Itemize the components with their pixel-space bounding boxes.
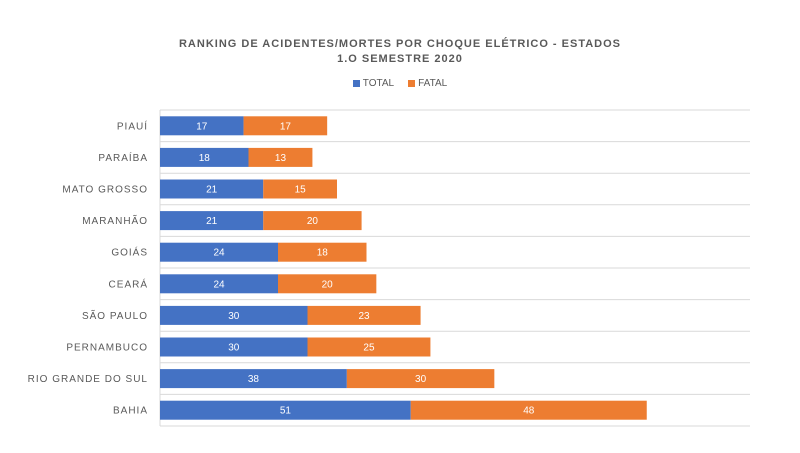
bar-fatal bbox=[307, 305, 421, 325]
data-label-fatal: 18 bbox=[317, 248, 329, 259]
category-label: SÃO PAULO bbox=[82, 309, 148, 322]
legend-swatch-total bbox=[352, 80, 360, 87]
chart-title: RANKING DE ACIDENTES/MORTES POR CHOQUE E… bbox=[178, 38, 622, 50]
bar-total bbox=[160, 400, 411, 420]
category-label: PERNAMBUCO bbox=[66, 343, 148, 354]
data-label-total: 18 bbox=[199, 153, 211, 164]
data-label-fatal: 20 bbox=[307, 216, 319, 227]
data-label-fatal: 15 bbox=[295, 185, 307, 196]
bar-fatal bbox=[263, 211, 362, 231]
category-label: CEARÁ bbox=[109, 277, 148, 290]
data-label-total: 21 bbox=[206, 185, 218, 196]
data-label-fatal: 20 bbox=[322, 279, 334, 290]
data-label-total: 51 bbox=[280, 406, 292, 417]
category-label: GOIÁS bbox=[111, 246, 148, 259]
chart-legend: TOTAL FATAL bbox=[0, 78, 800, 89]
bar-total bbox=[160, 147, 249, 167]
bar-total bbox=[160, 369, 347, 389]
bar-fatal bbox=[248, 147, 313, 167]
bar-total bbox=[160, 305, 308, 325]
bar-fatal bbox=[410, 400, 647, 420]
bar-total bbox=[160, 242, 278, 262]
bar-total bbox=[160, 179, 264, 199]
bar-fatal bbox=[307, 337, 431, 357]
data-label-total: 30 bbox=[228, 343, 240, 354]
category-label: BAHIA bbox=[113, 406, 148, 417]
data-label-fatal: 23 bbox=[358, 311, 370, 322]
data-label-total: 24 bbox=[213, 279, 225, 290]
bar-fatal bbox=[263, 179, 337, 199]
category-label: PIAUÍ bbox=[117, 119, 148, 132]
legend-item-fatal: FATAL bbox=[408, 78, 447, 89]
bar-total bbox=[160, 337, 308, 357]
bar-fatal bbox=[243, 116, 328, 136]
data-label-total: 17 bbox=[196, 121, 208, 132]
data-label-fatal: 30 bbox=[415, 374, 427, 385]
data-label-fatal: 13 bbox=[275, 153, 287, 164]
bar-total bbox=[160, 116, 244, 136]
legend-item-total: TOTAL bbox=[352, 78, 395, 89]
bar-fatal bbox=[278, 242, 367, 262]
bar-fatal bbox=[278, 274, 377, 294]
category-label: RIO GRANDE DO SUL bbox=[28, 374, 148, 385]
category-label: MARANHÃO bbox=[82, 214, 148, 227]
data-label-total: 21 bbox=[206, 216, 218, 227]
legend-label-total: TOTAL bbox=[362, 78, 395, 89]
data-label-total: 24 bbox=[213, 248, 225, 259]
bar-total bbox=[160, 274, 278, 294]
chart-subtitle: 1.O SEMESTRE 2020 bbox=[337, 53, 463, 65]
data-label-fatal: 17 bbox=[280, 121, 292, 132]
data-label-fatal: 25 bbox=[363, 343, 375, 354]
data-label-fatal: 48 bbox=[523, 406, 535, 417]
category-label: PARAÍBA bbox=[98, 151, 148, 164]
data-label-total: 30 bbox=[228, 311, 240, 322]
bar-fatal bbox=[346, 369, 495, 389]
legend-swatch-fatal bbox=[408, 80, 416, 87]
data-label-total: 38 bbox=[248, 374, 260, 385]
bar-total bbox=[160, 211, 264, 231]
legend-label-fatal: FATAL bbox=[418, 78, 448, 89]
category-label: MATO GROSSO bbox=[62, 185, 148, 196]
